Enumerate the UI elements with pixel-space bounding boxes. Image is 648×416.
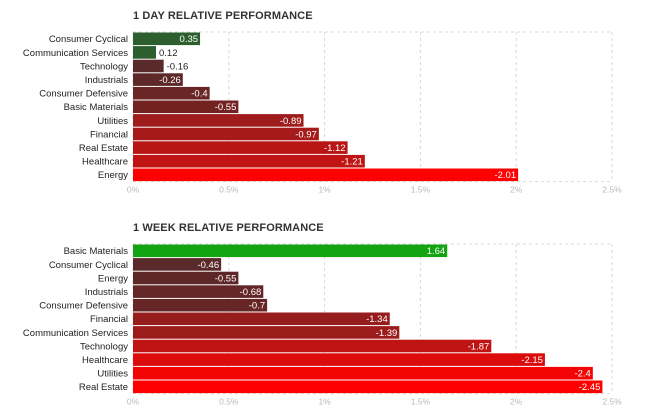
category-label: Financial xyxy=(90,129,128,140)
category-label: Energy xyxy=(98,273,128,284)
category-label: Real Estate xyxy=(79,143,128,154)
x-tick-label: 0.5% xyxy=(219,397,239,407)
bar xyxy=(133,326,400,339)
category-label: Healthcare xyxy=(82,157,128,168)
value-label: -0.55 xyxy=(215,102,237,113)
bar xyxy=(133,380,603,394)
category-label: Basic Materials xyxy=(64,246,129,257)
category-label: Consumer Cyclical xyxy=(49,34,128,45)
category-label: Communication Services xyxy=(23,48,128,59)
category-label: Utilities xyxy=(97,369,128,380)
category-label: Technology xyxy=(80,341,128,352)
value-label: 0.35 xyxy=(180,34,199,45)
category-label: Technology xyxy=(80,61,128,72)
value-label: -1.34 xyxy=(366,314,388,325)
bar xyxy=(133,86,210,100)
bar xyxy=(133,312,390,326)
category-label: Utilities xyxy=(97,116,128,127)
bar xyxy=(133,32,201,46)
x-tick-label: 2.5% xyxy=(602,185,622,195)
bar xyxy=(133,100,239,114)
bar xyxy=(133,59,164,73)
value-label: -2.4 xyxy=(574,369,590,380)
bar xyxy=(133,298,268,312)
category-label: Energy xyxy=(98,170,128,181)
value-label: -1.12 xyxy=(324,143,346,154)
week-chart-title: 1 WEEK RELATIVE PERFORMANCE xyxy=(133,222,324,234)
bar xyxy=(133,73,183,86)
category-label: Consumer Defensive xyxy=(39,89,128,100)
x-tick-label: 0% xyxy=(127,185,140,195)
bar xyxy=(133,353,545,366)
day-chart-title: 1 DAY RELATIVE PERFORMANCE xyxy=(133,10,313,22)
category-label: Consumer Defensive xyxy=(39,301,128,312)
value-label: -1.21 xyxy=(341,157,363,168)
value-label: -0.16 xyxy=(167,61,189,72)
value-label: -0.46 xyxy=(197,260,219,271)
x-tick-label: 2.5% xyxy=(602,397,622,407)
category-label: Industrials xyxy=(85,75,129,86)
week-performance-panel: 1 WEEK RELATIVE PERFORMANCE Basic Materi… xyxy=(0,212,648,416)
value-label: -2.01 xyxy=(494,170,516,181)
bar xyxy=(133,366,593,380)
day-performance-chart: Consumer Cyclical 0.35 Communication Servi… xyxy=(23,31,622,195)
x-tick-label: 1% xyxy=(318,185,331,195)
category-label: Basic Materials xyxy=(64,102,129,113)
value-label: -2.15 xyxy=(521,355,543,366)
value-label: -1.39 xyxy=(376,328,398,339)
x-tick-label: 1% xyxy=(318,397,331,407)
bar xyxy=(133,244,448,258)
category-label: Financial xyxy=(90,314,128,325)
week-performance-chart: Basic Materials 1.64 Consumer Cyclical -0.4… xyxy=(23,243,622,407)
bar xyxy=(133,168,519,182)
value-label: 0.12 xyxy=(159,48,178,59)
value-label: -1.87 xyxy=(468,341,490,352)
category-label: Consumer Cyclical xyxy=(49,260,128,271)
category-label: Healthcare xyxy=(82,355,128,366)
bar xyxy=(133,339,492,353)
day-performance-panel: 1 DAY RELATIVE PERFORMANCE Consumer Cycl… xyxy=(0,0,648,200)
bar xyxy=(133,154,365,168)
value-label: -0.97 xyxy=(295,129,317,140)
x-tick-label: 2% xyxy=(510,185,523,195)
x-tick-label: 1.5% xyxy=(411,397,431,407)
x-tick-label: 0.5% xyxy=(219,185,239,195)
bar xyxy=(133,127,319,141)
bar xyxy=(133,114,304,127)
value-label: -0.7 xyxy=(249,301,265,312)
value-label: -0.4 xyxy=(191,89,207,100)
bar xyxy=(133,46,156,59)
x-tick-label: 2% xyxy=(510,397,523,407)
value-label: -0.68 xyxy=(240,287,262,298)
x-tick-label: 1.5% xyxy=(411,185,431,195)
category-label: Communication Services xyxy=(23,328,128,339)
category-label: Industrials xyxy=(85,287,129,298)
category-label: Real Estate xyxy=(79,382,128,393)
value-label: -0.26 xyxy=(159,75,181,86)
value-label: -0.89 xyxy=(280,116,302,127)
value-label: 1.64 xyxy=(427,246,446,257)
value-label: -0.55 xyxy=(215,273,237,284)
bar xyxy=(133,258,222,271)
bar xyxy=(133,141,348,154)
bar xyxy=(133,285,264,298)
x-tick-label: 0% xyxy=(127,397,140,407)
bar xyxy=(133,271,239,285)
value-label: -2.45 xyxy=(579,382,601,393)
